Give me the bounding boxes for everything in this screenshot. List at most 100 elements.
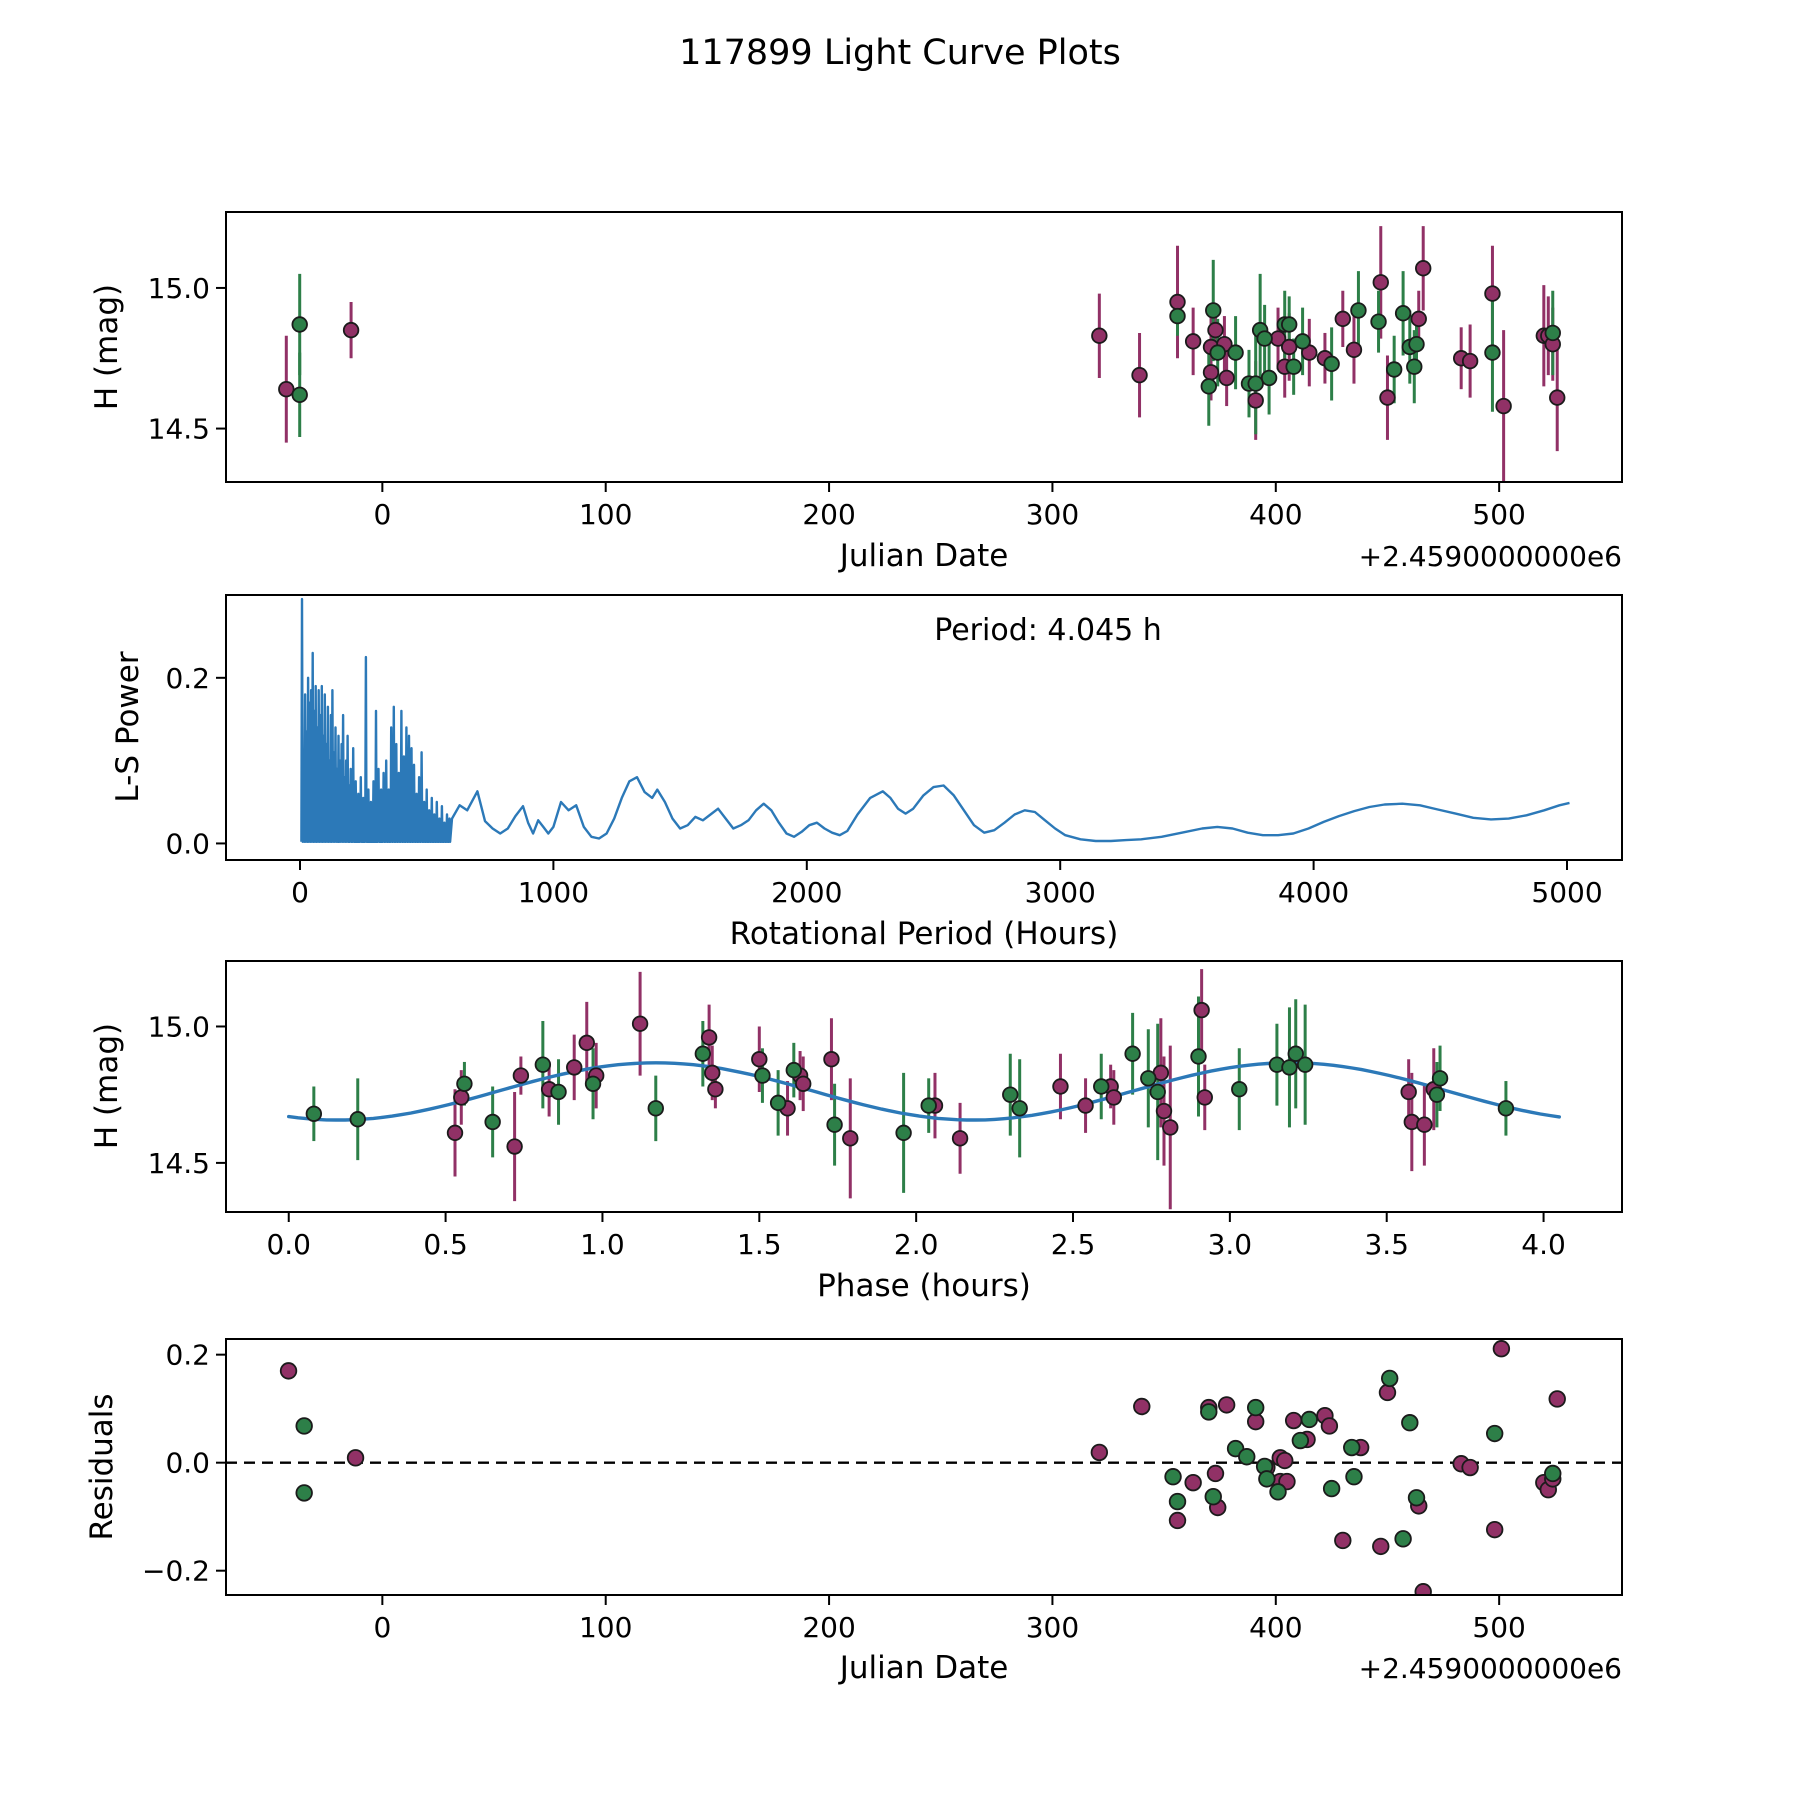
- data-point-maroon: [1495, 397, 1512, 415]
- x-tick-label: 5000: [1531, 876, 1602, 909]
- data-point-green: [1269, 1483, 1287, 1501]
- data-point-maroon: [1345, 341, 1363, 359]
- data-point-maroon: [795, 1075, 812, 1092]
- data-point-maroon: [1492, 1340, 1511, 1358]
- data-point-maroon: [346, 1449, 365, 1467]
- x-tick-label: 2000: [771, 876, 842, 909]
- x-tick-label: 1000: [518, 876, 589, 909]
- data-point-green: [1544, 324, 1561, 342]
- data-point-green: [1200, 1403, 1218, 1421]
- data-point-green: [754, 1067, 771, 1084]
- data-point-maroon: [1378, 1383, 1397, 1402]
- periodogram-content: [300, 597, 1570, 843]
- data-point-maroon: [1168, 1511, 1187, 1530]
- data-point-green: [1385, 361, 1403, 378]
- x-tick-label: 100: [579, 1611, 632, 1644]
- x-tick-label: 0.0: [266, 1228, 311, 1261]
- data-point-green: [1258, 1470, 1276, 1488]
- data-point-green: [1381, 1369, 1399, 1388]
- data-point-maroon: [446, 1124, 464, 1142]
- x-tick-label: 0: [373, 1611, 391, 1644]
- data-point-green: [1394, 305, 1412, 322]
- data-point-green: [1544, 1464, 1562, 1483]
- x-tick-label: 0: [373, 498, 391, 531]
- data-point-maroon: [1414, 1583, 1432, 1595]
- data-point-maroon: [704, 1064, 721, 1082]
- data-point-maroon: [1549, 389, 1566, 406]
- data-point-green: [694, 1045, 712, 1062]
- data-point-maroon: [1372, 1537, 1390, 1556]
- data-point-maroon: [823, 1051, 840, 1068]
- phase-xlabel: Phase (hours): [817, 1268, 1031, 1304]
- data-point-maroon: [1207, 321, 1224, 339]
- x-tick-label: 4000: [1278, 876, 1349, 909]
- x-tick-label: 3.0: [1208, 1228, 1253, 1261]
- x-tick-label: 1.0: [580, 1228, 625, 1261]
- y-tick-label: 0.2: [165, 662, 210, 695]
- data-point-green: [920, 1097, 937, 1114]
- axes-spines: [225, 211, 1623, 483]
- x-tick-label: 500: [1472, 498, 1525, 531]
- data-point-green: [1256, 330, 1273, 347]
- data-point-maroon: [1284, 1411, 1303, 1430]
- data-point-green: [295, 1417, 313, 1435]
- ls-power-line: [300, 597, 1570, 843]
- data-point-green: [1407, 1489, 1426, 1507]
- data-point-maroon: [512, 1067, 530, 1084]
- data-point-maroon: [631, 1015, 649, 1032]
- data-point-green: [826, 1116, 843, 1133]
- residuals-axes: 0 100 200 300 400 500 0.2 0.0 −0.2: [142, 1338, 1623, 1644]
- figure-title: 117899 Light Curve Plots: [679, 33, 1121, 73]
- data-point-maroon: [1052, 1078, 1069, 1095]
- data-point-maroon: [453, 1089, 470, 1106]
- data-point-maroon: [1090, 1443, 1109, 1462]
- x-tick-label: 200: [802, 498, 855, 531]
- data-point-green: [550, 1083, 567, 1101]
- data-point-maroon: [1217, 1396, 1236, 1414]
- data-point-green: [291, 386, 308, 404]
- data-point-green: [584, 1075, 602, 1092]
- data-point-green: [1294, 333, 1311, 350]
- data-point-green: [1281, 1059, 1298, 1076]
- x-tick-label: 300: [1026, 1611, 1079, 1644]
- data-point-green: [1485, 1424, 1504, 1443]
- y-tick-label: 0.0: [165, 1447, 210, 1480]
- x-tick-label: 0.5: [423, 1228, 468, 1261]
- x-tick-label: 200: [802, 1611, 855, 1644]
- data-point-maroon: [1169, 293, 1186, 311]
- data-point-green: [1431, 1070, 1449, 1087]
- data-point-green: [1205, 302, 1222, 319]
- data-point-green: [1370, 313, 1387, 330]
- data-point-green: [1168, 1492, 1187, 1511]
- data-point-green: [785, 1061, 803, 1079]
- data-point-green: [1296, 1056, 1314, 1073]
- data-point-green: [1093, 1078, 1110, 1095]
- data-point-green: [1260, 369, 1278, 387]
- data-point-maroon: [1334, 1531, 1352, 1550]
- data-point-green: [1406, 358, 1423, 375]
- y-tick-label: 15.0: [148, 1010, 210, 1043]
- data-point-green: [1401, 1414, 1419, 1432]
- data-point-maroon: [751, 1051, 768, 1068]
- residuals-xlabel: Julian Date: [838, 1650, 1009, 1686]
- data-point-green: [1238, 1448, 1256, 1466]
- x-tick-label: 3000: [1025, 876, 1096, 909]
- residuals-ylabel: Residuals: [84, 1393, 120, 1540]
- x-tick-label: 0: [291, 876, 309, 909]
- data-point-green: [769, 1094, 787, 1112]
- data-point-green: [1300, 1410, 1318, 1429]
- data-point-green: [1345, 1468, 1363, 1486]
- data-point-green: [1149, 1083, 1166, 1101]
- data-point-green: [1428, 1086, 1446, 1103]
- data-point-maroon: [1410, 310, 1427, 328]
- y-tick-label: 14.5: [148, 1147, 210, 1180]
- data-point-maroon: [506, 1138, 523, 1155]
- x-tick-label: 300: [1026, 498, 1079, 531]
- data-point-maroon: [1184, 1473, 1202, 1492]
- phase-ylabel: H (mag): [89, 1023, 125, 1149]
- data-point-green: [1164, 1468, 1182, 1486]
- data-point-green: [1350, 302, 1367, 319]
- y-tick-label: 14.5: [148, 413, 210, 446]
- data-point-green: [1169, 307, 1186, 325]
- data-point-green: [291, 316, 308, 333]
